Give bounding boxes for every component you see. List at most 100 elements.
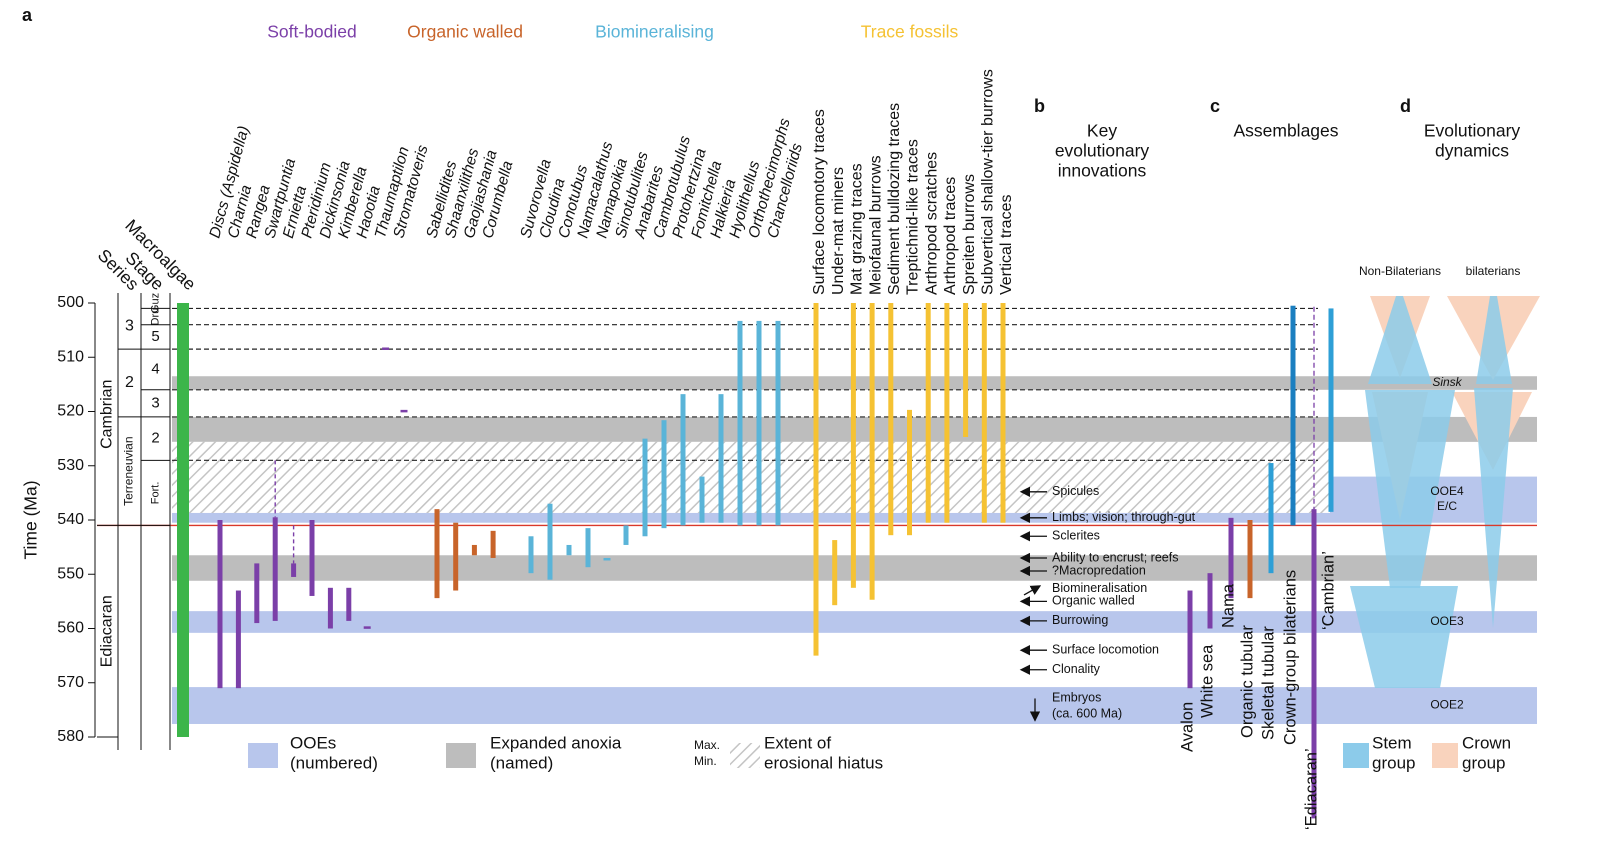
- taxon-range: [547, 503, 553, 580]
- legend-label: Extent of: [764, 733, 831, 752]
- taxon-range: [528, 536, 534, 574]
- taxon-label: Subvertical shallow-tier burrows: [980, 69, 997, 295]
- band-label: OOE4: [1430, 484, 1464, 498]
- taxon-range: [756, 320, 762, 526]
- assemblage-label: ‘Ediacaran’: [1302, 748, 1320, 830]
- y-tick-label: 510: [57, 348, 84, 365]
- taxon-label: Spreiten burrows: [961, 174, 978, 295]
- taxon-label: Vertical traces: [998, 195, 1015, 295]
- taxon-range: [642, 438, 648, 537]
- legend-swatch: [1432, 743, 1458, 768]
- band-label: OOE3: [1430, 614, 1464, 628]
- subseries-label: Terreneuvian: [122, 436, 136, 505]
- y-tick-label: 560: [57, 620, 84, 637]
- panel-title: evolutionary: [1055, 141, 1150, 161]
- y-tick-label: 530: [57, 457, 84, 474]
- panel-title: Assemblages: [1233, 121, 1338, 141]
- legend-label: OOEs: [290, 733, 336, 752]
- y-tick-label: 540: [57, 511, 84, 528]
- assemblage-range: [1228, 517, 1234, 599]
- assemblage-label: Organic tubular: [1238, 625, 1256, 738]
- taxon-range: [490, 530, 496, 558]
- group-title: Organic walled: [407, 22, 523, 42]
- subseries-label: 2: [125, 374, 134, 391]
- stage-label: Dru: [149, 308, 161, 326]
- taxon-label: Under-mat miners: [830, 167, 847, 295]
- taxon-range: [850, 303, 856, 588]
- taxon-range: [1000, 303, 1006, 523]
- taxon-label: Arthropod scratches: [923, 152, 940, 295]
- taxon-label: Surface locomotory traces: [811, 109, 828, 295]
- legend-label: Expanded anoxia: [490, 733, 622, 752]
- legend-label: Crown: [1462, 733, 1511, 752]
- taxon-label: Treptichnid-like traces: [905, 139, 922, 295]
- stage-label: Fort.: [149, 482, 161, 505]
- assemblage-label: Avalon: [1178, 702, 1196, 752]
- band: [172, 611, 1537, 633]
- overlay-layer: [97, 307, 1537, 527]
- panel-title: innovations: [1058, 161, 1147, 181]
- taxon-range: [566, 544, 572, 556]
- panel-label: b: [1034, 96, 1045, 116]
- stage-label: Guz: [149, 293, 161, 313]
- stem-shape: [1368, 296, 1432, 384]
- assemblage-label: Nama: [1219, 583, 1237, 628]
- assemblage-label: ‘Cambrian’: [1319, 551, 1337, 630]
- innovation-label: Spicules: [1052, 484, 1099, 498]
- taxon-range: [471, 544, 477, 556]
- panel-title: Evolutionary: [1424, 121, 1521, 141]
- taxon-range: [400, 409, 408, 413]
- taxon-range: [453, 522, 459, 591]
- hiatus: [172, 441, 1330, 513]
- taxon-range: [813, 303, 819, 656]
- innovation-label: Biomineralisation: [1052, 581, 1147, 595]
- assemblage-range: [1268, 463, 1274, 574]
- assemblage-range: [1290, 305, 1296, 526]
- panel-title: Key: [1087, 121, 1117, 141]
- taxon-range: [944, 303, 950, 523]
- taxon-range: [382, 347, 390, 350]
- taxon-range: [963, 303, 969, 437]
- innovation-label: Clonality: [1052, 662, 1101, 676]
- taxon-range: [346, 587, 352, 621]
- taxon-range: [291, 563, 297, 577]
- stage-label: 4: [151, 360, 159, 377]
- assemblage-label: White sea: [1198, 644, 1216, 718]
- stem-shape: [1476, 296, 1512, 384]
- taxon-label: Meiofaunal burrows: [867, 155, 884, 295]
- assemblage-label: Skeletal tubular: [1259, 626, 1277, 740]
- group-title: Biomineralising: [595, 22, 714, 42]
- taxon-range: [925, 303, 931, 523]
- panel-title: dynamics: [1435, 141, 1509, 161]
- y-axis-title: Time (Ma): [21, 480, 41, 559]
- legend-label: Stem: [1372, 733, 1412, 752]
- innovation-label: Sclerites: [1052, 529, 1100, 543]
- taxon-range: [309, 520, 315, 596]
- taxon-range: [907, 409, 912, 536]
- innovation-label: Burrowing: [1052, 613, 1108, 627]
- legend-swatch: [730, 743, 760, 768]
- taxon-range: [235, 590, 241, 689]
- taxon-range: [585, 528, 591, 568]
- clade-label: Non-Bilaterians: [1359, 264, 1441, 278]
- taxon-range: [603, 557, 611, 561]
- innovation-label: Organic walled: [1052, 594, 1135, 608]
- panel-label: d: [1400, 96, 1411, 116]
- innovation-label: ?Macropredation: [1052, 563, 1146, 577]
- stage-label: 3: [151, 394, 159, 411]
- evolutionary-dynamics-shapes: [1350, 296, 1540, 688]
- y-tick-label: 580: [57, 728, 84, 745]
- taxon-range: [737, 320, 743, 526]
- assemblage-range: [1187, 590, 1193, 689]
- taxon-range: [869, 303, 875, 600]
- legend-label: erosional hiatus: [764, 753, 883, 772]
- legend-label: group: [1462, 753, 1505, 772]
- taxon-range: [623, 525, 629, 545]
- taxon-range: [832, 540, 838, 606]
- taxon-range: [680, 394, 686, 526]
- panel-label: c: [1210, 96, 1220, 116]
- clade-label: bilaterians: [1466, 264, 1521, 278]
- taxon-range: [217, 520, 223, 689]
